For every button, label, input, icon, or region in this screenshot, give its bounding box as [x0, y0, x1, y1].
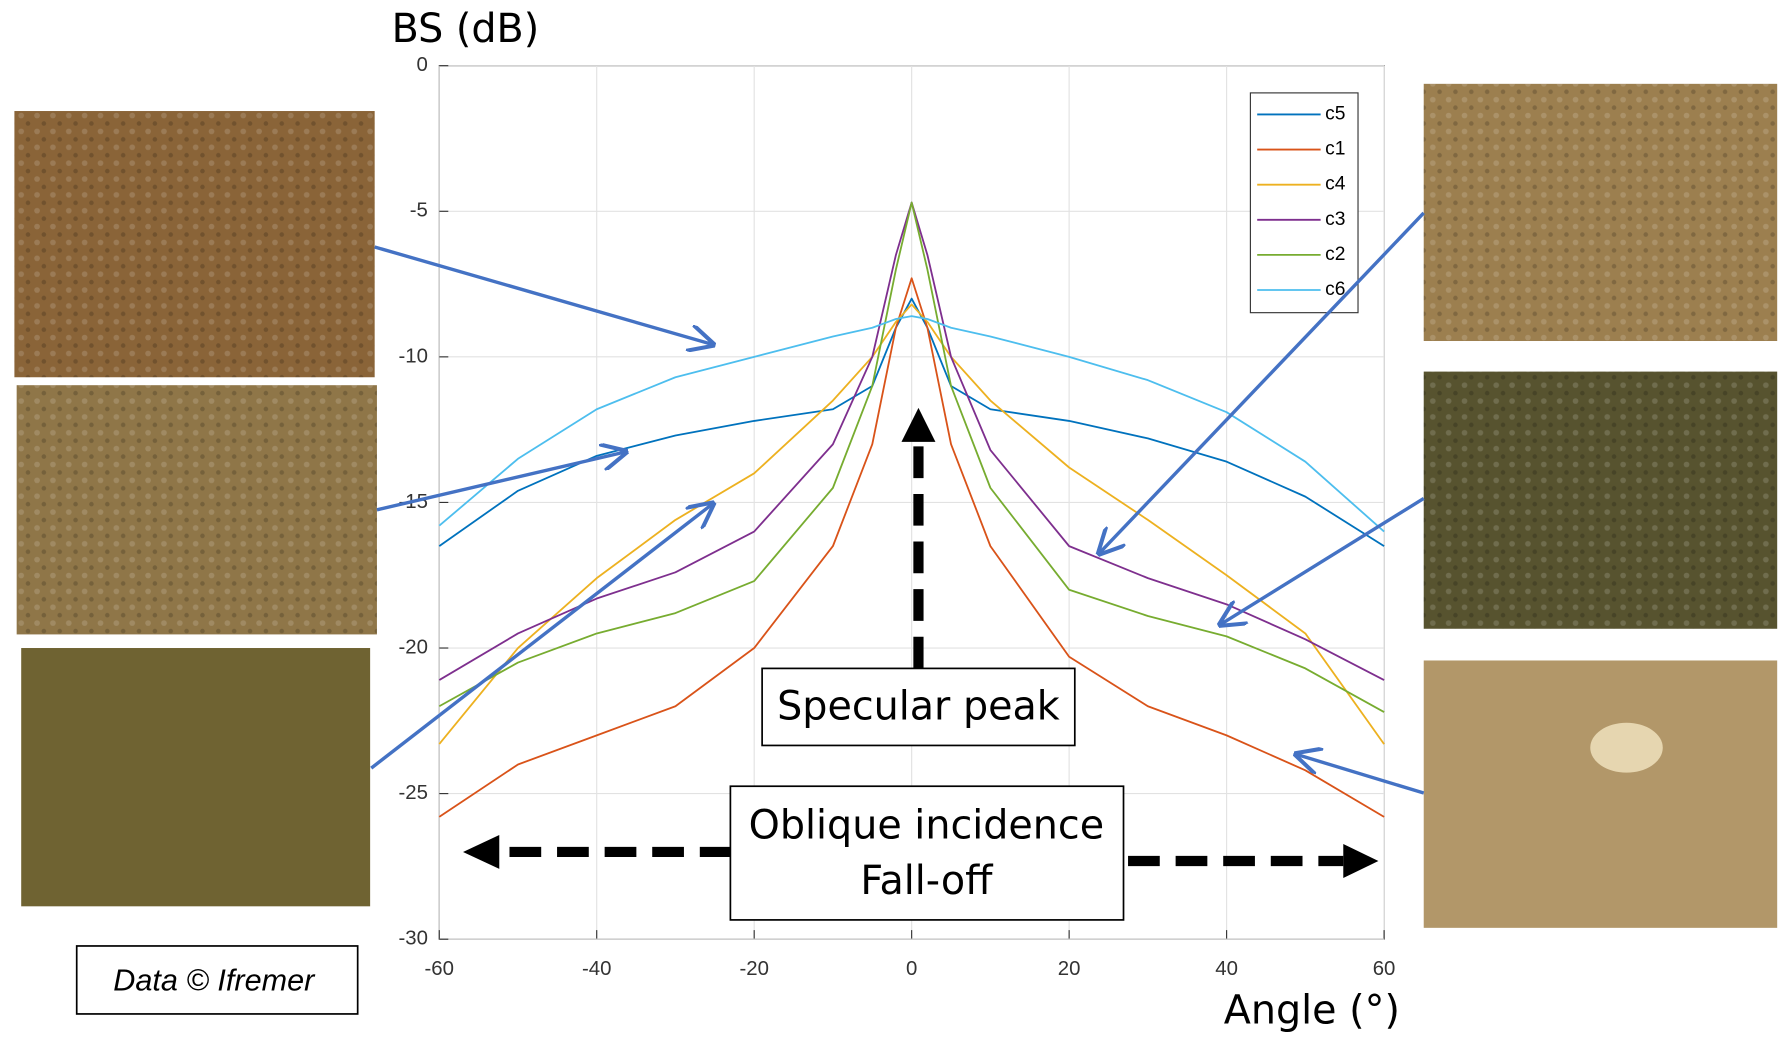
x-tick-label: -20 [739, 958, 768, 980]
series-line [438, 297, 1385, 547]
legend-label: c2 [1325, 244, 1345, 265]
arrow-head [901, 407, 936, 442]
series-line [438, 277, 1385, 818]
arrow-head [463, 834, 500, 869]
y-tick-label: -30 [398, 928, 427, 950]
pointer-arrows [370, 211, 1425, 795]
grid: -60 -40 -20 0 20 40 60-30-25-20-15-10-50 [398, 54, 1395, 980]
photos [14, 83, 1778, 928]
annotation: Fall-off [860, 858, 994, 904]
annotation-box [729, 785, 1125, 921]
credit: Data © Ifremer [113, 963, 316, 997]
annotation-box [761, 667, 1076, 747]
arrow [370, 504, 712, 770]
y-axis-label: BS (dB) [392, 6, 540, 52]
photo-texture [14, 111, 375, 378]
credit-box [75, 945, 359, 1015]
photo-texture [1423, 83, 1778, 342]
x-tick-label: -60 [425, 958, 454, 980]
photo-texture [16, 385, 377, 635]
photo [21, 648, 371, 907]
x-tick-label: 20 [1058, 958, 1081, 980]
arrow [1221, 497, 1425, 624]
photo [1423, 660, 1778, 928]
y-tick-label: -20 [398, 636, 427, 658]
arrow-head [1343, 844, 1379, 878]
arrow [374, 245, 713, 344]
y-tick-label: -5 [410, 200, 428, 222]
annotation: Specular peak [777, 684, 1060, 730]
x-tick-label: 0 [906, 958, 917, 980]
legend-label: c1 [1325, 139, 1345, 160]
y-tick-label: 0 [417, 54, 428, 76]
dashed-arrows [463, 407, 1379, 878]
legend-label: c4 [1325, 174, 1346, 195]
annotation: Oblique incidence [749, 803, 1104, 849]
legend-label: c3 [1325, 209, 1345, 230]
legend-box [1249, 92, 1359, 314]
series-line [438, 315, 1385, 533]
x-axis-label: Angle (°) [1224, 987, 1400, 1033]
x-tick-label: -40 [582, 958, 611, 980]
arrow [376, 452, 625, 512]
series-line [438, 303, 1385, 745]
lines [438, 201, 1385, 818]
legend-label: c5 [1325, 104, 1345, 125]
photo-texture [1423, 371, 1778, 629]
legend-label: c6 [1325, 279, 1345, 300]
series-line [438, 201, 1385, 713]
arrow [1297, 755, 1425, 795]
y-tick-label: -25 [398, 782, 427, 804]
arrow [1100, 211, 1425, 553]
x-tick-label: 40 [1215, 958, 1238, 980]
y-tick-label: -10 [398, 345, 427, 367]
x-tick-label: 60 [1373, 958, 1396, 980]
legend: c5 c1 c4 c3 c2 c6 [1249, 92, 1359, 314]
shell [1590, 722, 1663, 773]
